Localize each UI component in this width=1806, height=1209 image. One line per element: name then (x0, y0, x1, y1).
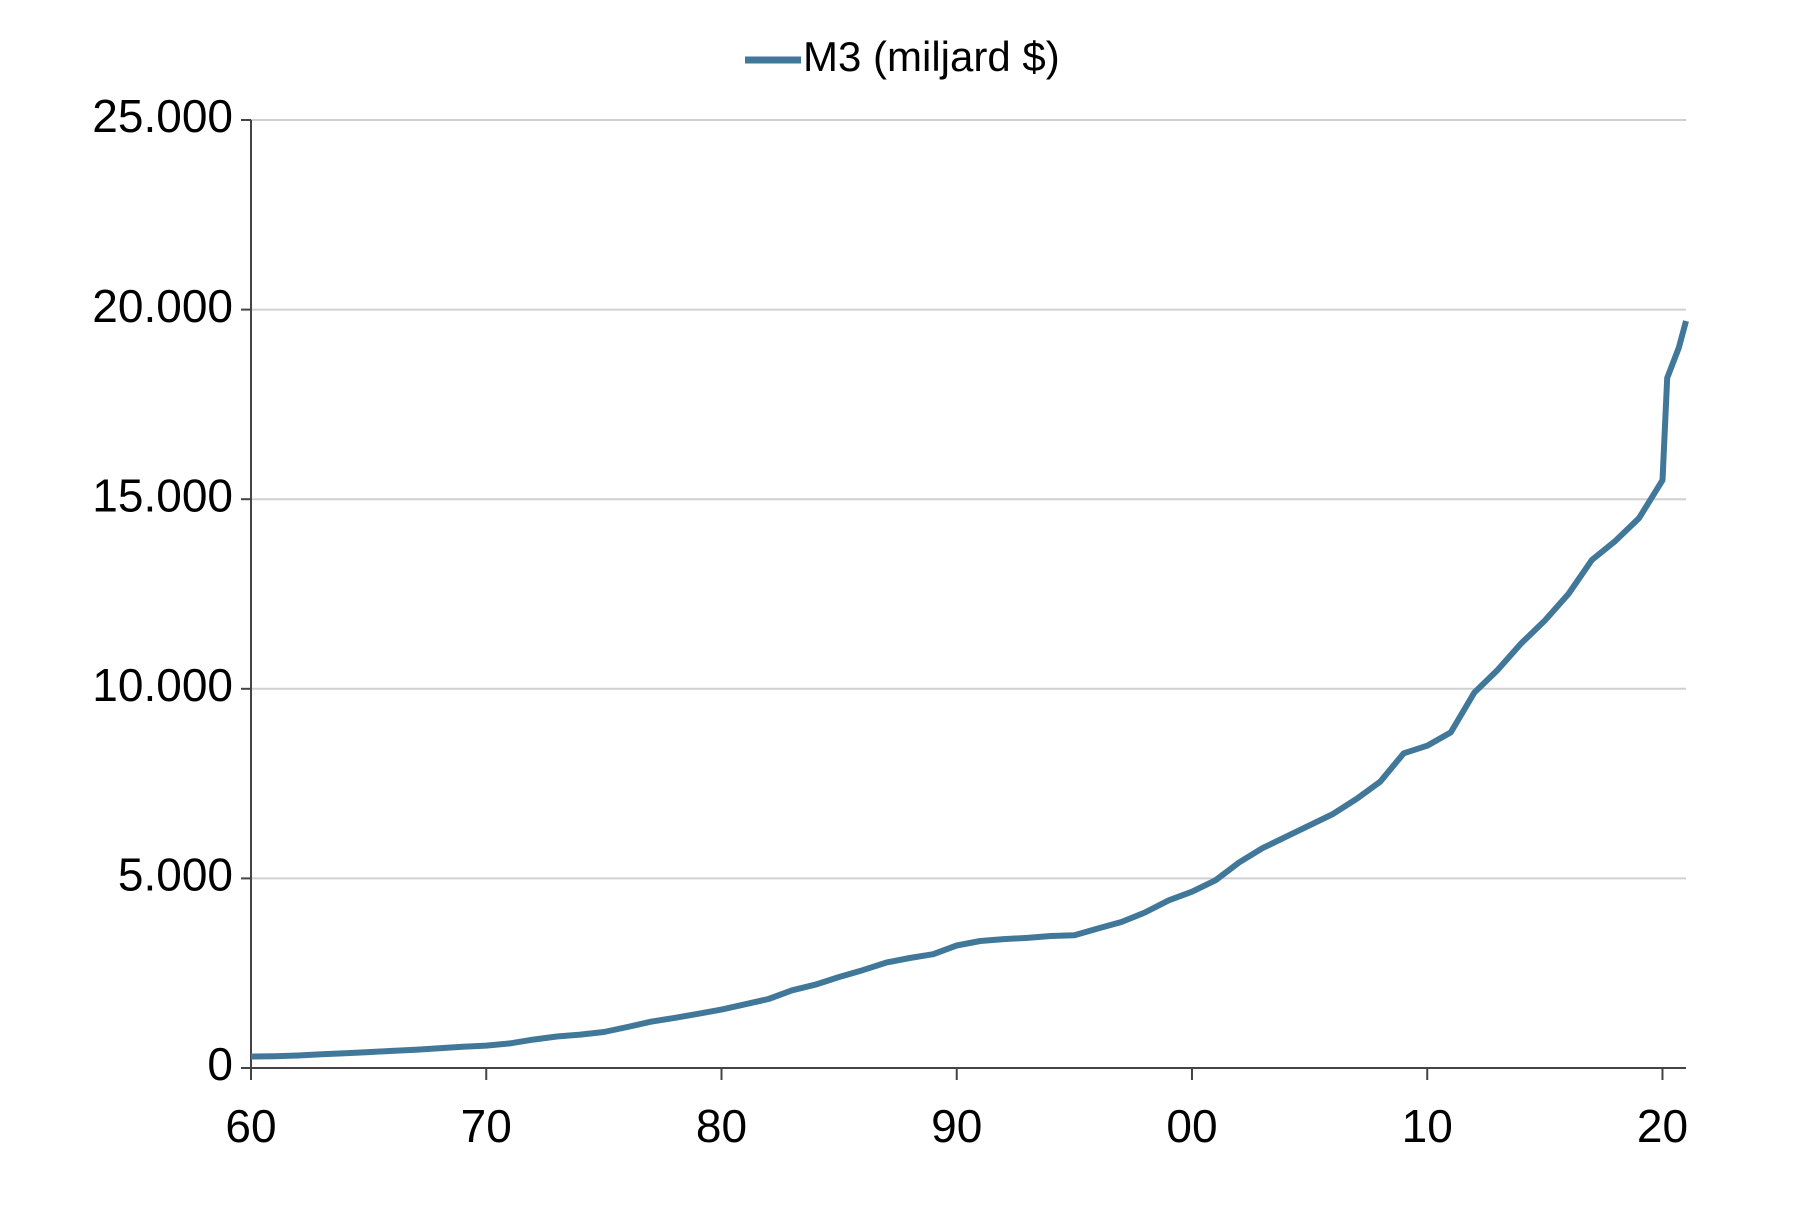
y-tick-label: 10.000 (92, 659, 233, 711)
y-tick-label: 5.000 (118, 849, 233, 901)
x-tick-label: 10 (1402, 1100, 1453, 1152)
x-tick-label: 90 (931, 1100, 982, 1152)
x-tick-label: 00 (1166, 1100, 1217, 1152)
data-line (250, 320, 1689, 1060)
x-tick-label: 20 (1637, 1100, 1688, 1152)
x-tick-label: 70 (461, 1100, 512, 1152)
x-tick-label: 80 (696, 1100, 747, 1152)
legend-label: M3 (miljard $) (803, 33, 1060, 80)
y-tick-label: 25.000 (92, 90, 233, 142)
x-tick-label: 60 (225, 1100, 276, 1152)
y-tick-label: 15.000 (92, 469, 233, 521)
y-tick-label: 20.000 (92, 280, 233, 332)
y-tick-label: 0 (207, 1038, 233, 1090)
